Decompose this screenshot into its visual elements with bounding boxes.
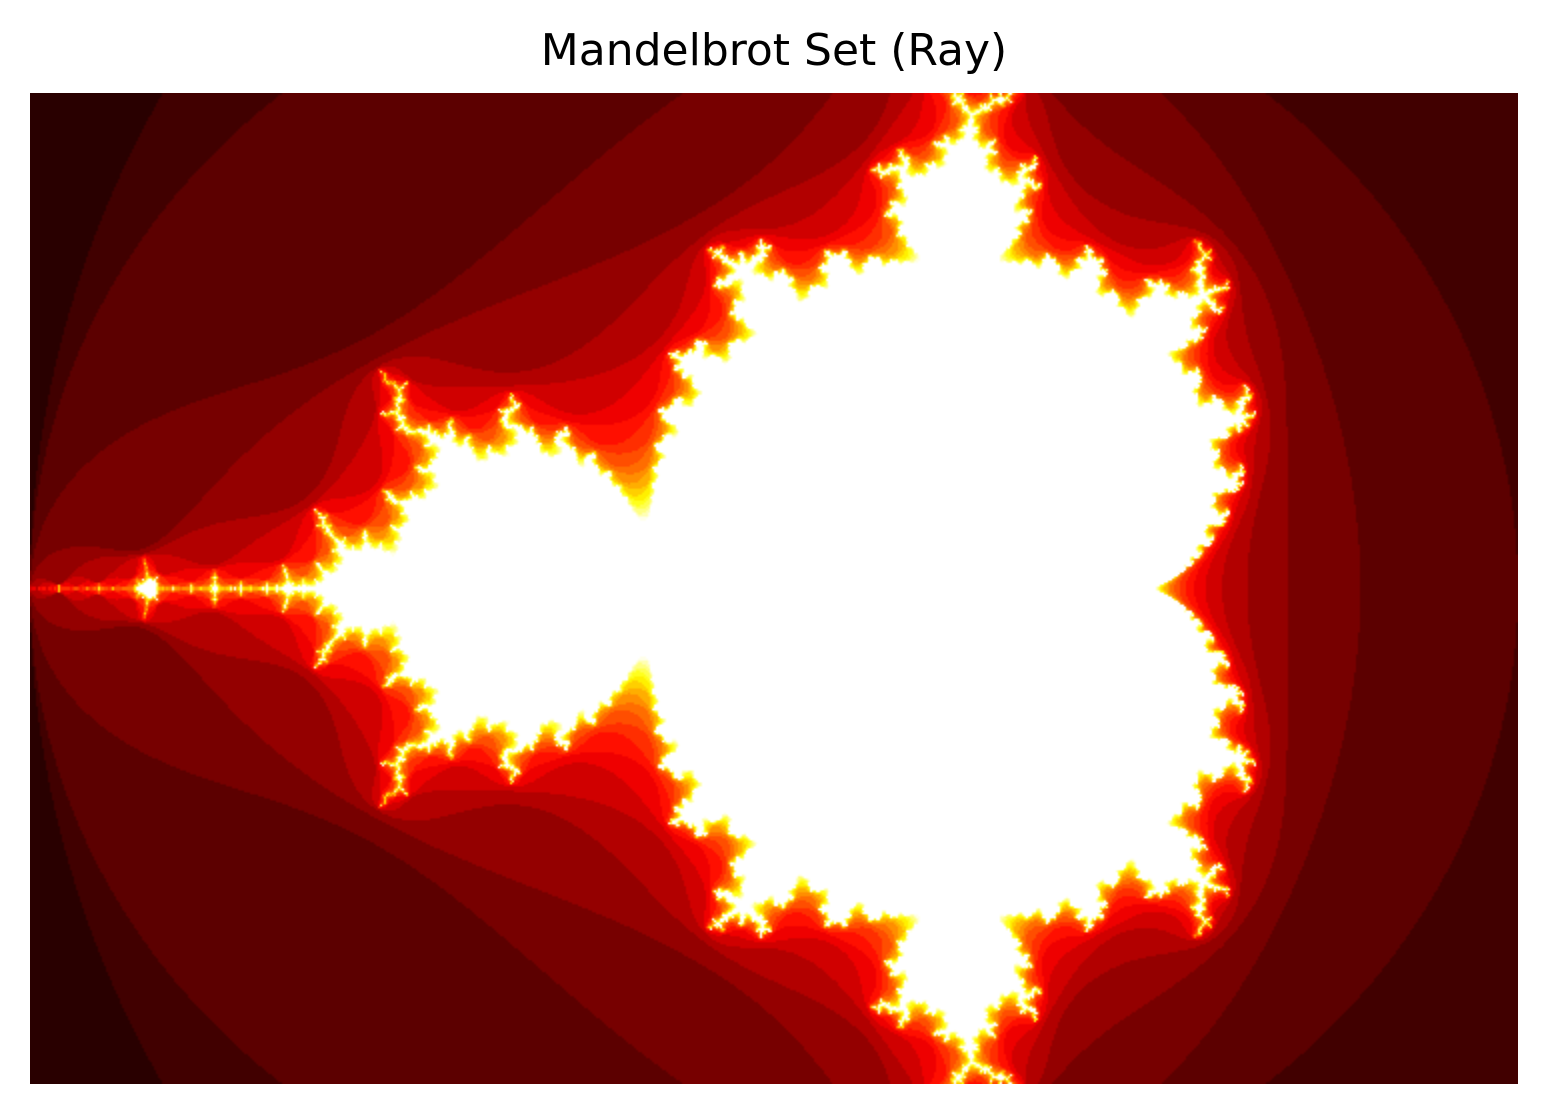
fractal-image — [30, 93, 1518, 1084]
figure-title: Mandelbrot Set (Ray) — [540, 25, 1008, 76]
mandelbrot-canvas — [30, 93, 1518, 1084]
